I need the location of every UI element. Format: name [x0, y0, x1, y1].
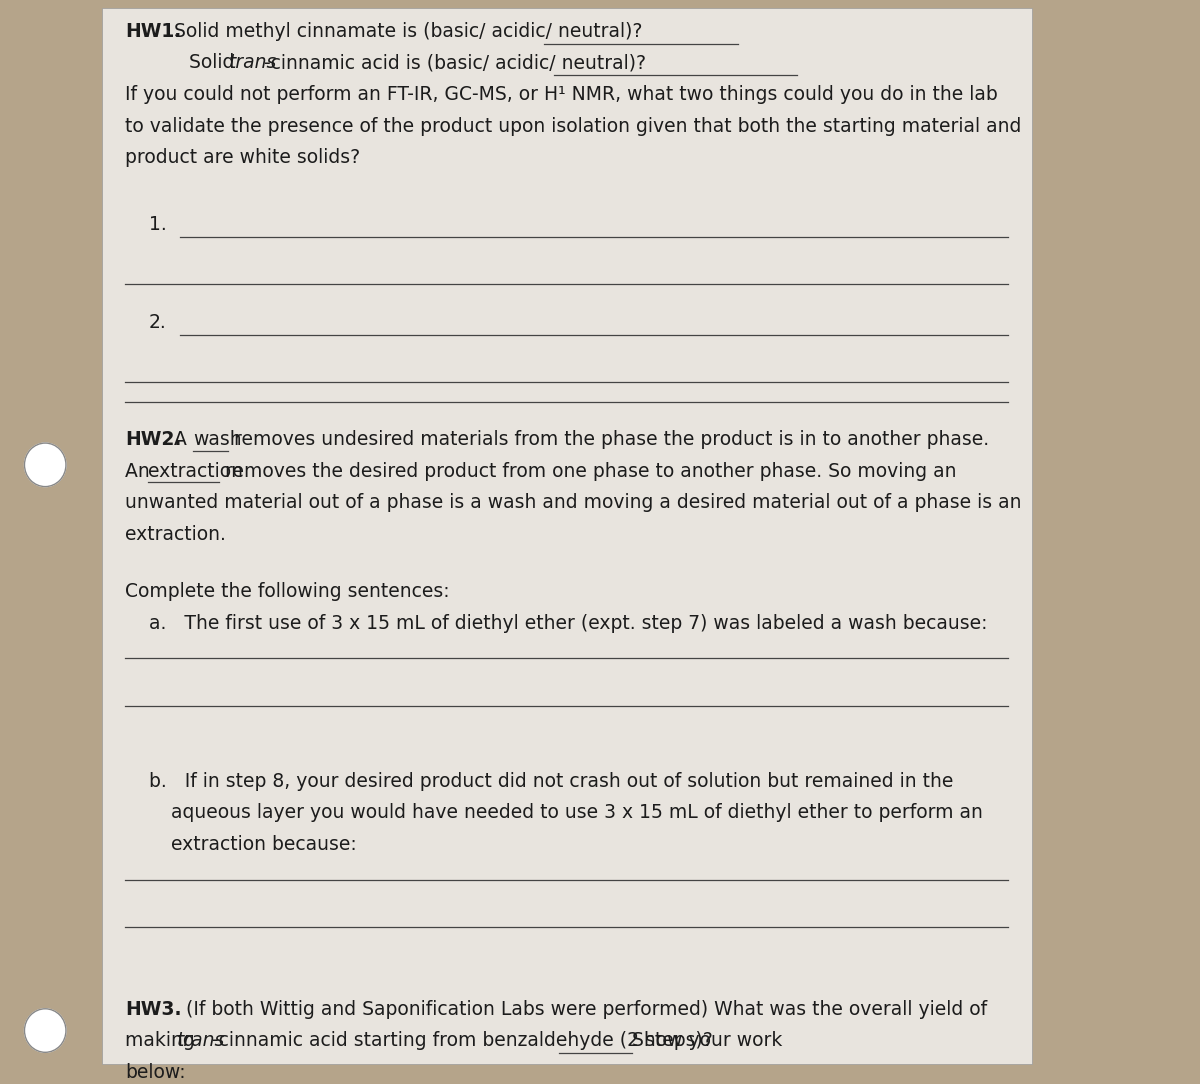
- Text: HW2.: HW2.: [125, 430, 181, 449]
- Text: a.   The first use of 3 x 15 mL of diethyl ether (expt. step 7) was labeled a wa: a. The first use of 3 x 15 mL of diethyl…: [149, 614, 988, 633]
- Text: extraction.: extraction.: [125, 525, 226, 544]
- Text: 2.: 2.: [149, 313, 167, 332]
- Text: to validate the presence of the product upon isolation given that both the start: to validate the presence of the product …: [125, 117, 1021, 136]
- Circle shape: [24, 443, 66, 487]
- Circle shape: [24, 1009, 66, 1053]
- Text: A: A: [174, 430, 193, 449]
- Text: wash: wash: [193, 430, 241, 449]
- Text: extraction because:: extraction because:: [170, 835, 356, 854]
- Text: extraction: extraction: [148, 462, 242, 480]
- Text: HW1.: HW1.: [125, 22, 181, 41]
- Text: below:: below:: [125, 1063, 186, 1082]
- Text: (If both Wittig and Saponification Labs were performed) What was the overall yie: (If both Wittig and Saponification Labs …: [174, 999, 988, 1019]
- Text: -cinnamic acid is (basic/ acidic/ neutral)?: -cinnamic acid is (basic/ acidic/ neutra…: [264, 53, 646, 73]
- Text: trans: trans: [178, 1031, 226, 1050]
- Text: removes the desired product from one phase to another phase. So moving an: removes the desired product from one pha…: [220, 462, 956, 480]
- Text: product are white solids?: product are white solids?: [125, 149, 360, 167]
- Text: 1.: 1.: [149, 215, 167, 234]
- Text: HW3.: HW3.: [125, 999, 181, 1019]
- Text: If you could not perform an FT-IR, GC-MS, or H¹ NMR, what two things could you d: If you could not perform an FT-IR, GC-MS…: [125, 85, 998, 104]
- Text: An: An: [125, 462, 156, 480]
- FancyBboxPatch shape: [102, 8, 1032, 1064]
- Text: Solid: Solid: [190, 53, 241, 73]
- Text: aqueous layer you would have needed to use 3 x 15 mL of diethyl ether to perform: aqueous layer you would have needed to u…: [170, 803, 983, 823]
- Text: -cinnamic acid starting from benzaldehyde (2 steps)?: -cinnamic acid starting from benzaldehyd…: [212, 1031, 713, 1050]
- Text: Show your work: Show your work: [632, 1031, 782, 1050]
- Text: removes undesired materials from the phase the product is in to another phase.: removes undesired materials from the pha…: [228, 430, 989, 449]
- Text: Complete the following sentences:: Complete the following sentences:: [125, 582, 450, 601]
- Text: making: making: [125, 1031, 202, 1050]
- Text: trans: trans: [229, 53, 277, 73]
- Text: Solid methyl cinnamate is (basic/ acidic/ neutral)?: Solid methyl cinnamate is (basic/ acidic…: [174, 22, 643, 41]
- Text: b.   If in step 8, your desired product did not crash out of solution but remain: b. If in step 8, your desired product di…: [149, 772, 953, 791]
- Text: unwanted material out of a phase is a wash and moving a desired material out of : unwanted material out of a phase is a wa…: [125, 493, 1021, 513]
